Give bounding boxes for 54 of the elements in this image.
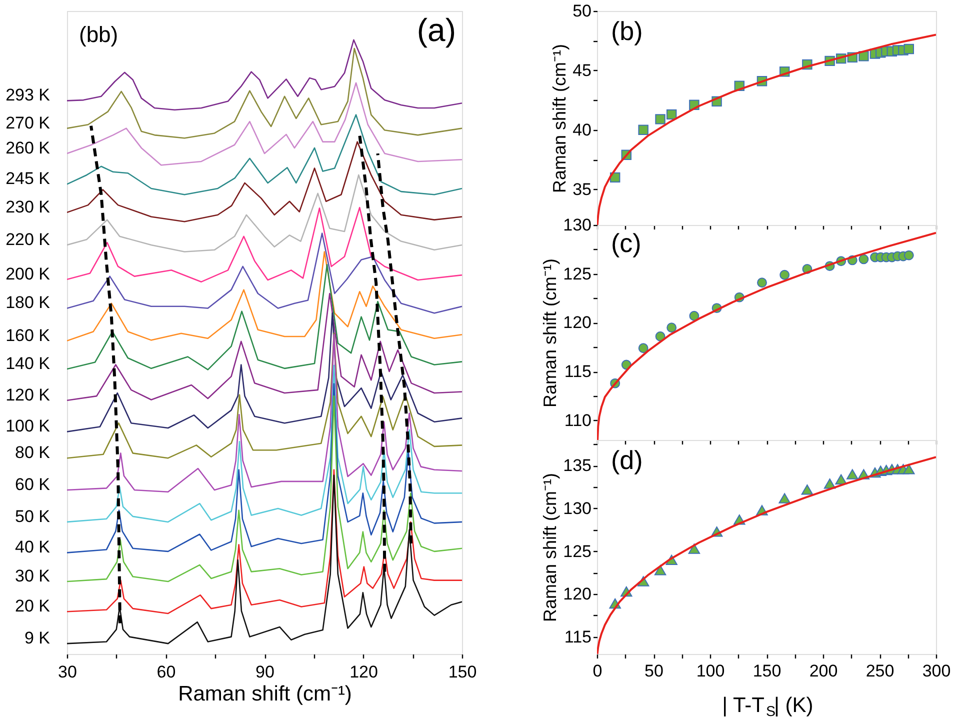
annotation: (d) bbox=[611, 445, 643, 475]
series-label: 100 K bbox=[6, 416, 51, 436]
x-tick-label: 300 bbox=[922, 662, 951, 680]
y-tick-label: 120 bbox=[563, 584, 592, 604]
x-tick-label: 200 bbox=[809, 662, 838, 680]
y-tick-label: 110 bbox=[564, 410, 592, 430]
series-label: 293 K bbox=[6, 86, 51, 105]
series-label: 20 K bbox=[15, 596, 51, 616]
y-tick-label: 135 bbox=[563, 456, 592, 476]
y-tick-label: 125 bbox=[563, 264, 592, 284]
x-tick-label: 120 bbox=[350, 662, 378, 682]
y-tick-label: 50 bbox=[572, 2, 592, 20]
x-tick-label: 100 bbox=[696, 662, 725, 680]
series-label: 120 K bbox=[6, 385, 51, 404]
y-axis-title: Raman shift (cm⁻¹) bbox=[550, 44, 570, 194]
series-label: 245 K bbox=[6, 169, 51, 188]
x-tick-label: 50 bbox=[644, 662, 664, 680]
series-label: 220 K bbox=[6, 230, 51, 249]
series-label: 30 K bbox=[15, 566, 51, 586]
x-tick-label: 150 bbox=[448, 662, 477, 682]
y-tick-label: 45 bbox=[572, 60, 592, 80]
y-tick-label: 130 bbox=[563, 216, 592, 234]
series-label: 230 K bbox=[6, 197, 51, 216]
x-tick-label: 150 bbox=[752, 662, 782, 680]
series-label: 260 K bbox=[6, 138, 51, 158]
y-tick-label: 125 bbox=[563, 542, 592, 561]
annotation: (a) bbox=[416, 12, 456, 48]
x-tick-label: 60 bbox=[156, 662, 176, 682]
y-tick-label: 35 bbox=[572, 180, 592, 199]
annotation: (c) bbox=[611, 228, 642, 258]
series-label: 160 K bbox=[6, 326, 51, 345]
y-axis-title: Raman shift (cm⁻¹) bbox=[540, 472, 560, 622]
x-tick-label: 250 bbox=[866, 662, 894, 680]
series-label: 180 K bbox=[6, 293, 51, 312]
x-axis-title: Raman shift (cm⁻¹) bbox=[178, 682, 352, 706]
series-label: 9 K bbox=[24, 628, 51, 648]
y-tick-label: 120 bbox=[563, 313, 592, 332]
annotation: (bb) bbox=[79, 22, 118, 47]
series-label: 140 K bbox=[6, 354, 51, 374]
series-label: 80 K bbox=[15, 443, 51, 462]
y-axis-title: Raman shift (cm⁻¹) bbox=[540, 258, 560, 408]
series-label: 60 K bbox=[15, 475, 51, 494]
series-label: 50 K bbox=[15, 506, 51, 526]
y-tick-label: 130 bbox=[563, 498, 592, 518]
y-tick-label: 115 bbox=[564, 362, 592, 382]
y-tick-label: 40 bbox=[572, 120, 592, 140]
annotation: (b) bbox=[611, 16, 643, 46]
y-tick-label: 115 bbox=[564, 627, 592, 646]
x-tick-label: 30 bbox=[58, 662, 77, 682]
x-tick-label: 0 bbox=[592, 662, 602, 680]
series-label: 40 K bbox=[15, 538, 51, 557]
series-label: 200 K bbox=[6, 264, 51, 284]
x-tick-label: 90 bbox=[256, 662, 274, 682]
series-label: 270 K bbox=[6, 113, 51, 132]
